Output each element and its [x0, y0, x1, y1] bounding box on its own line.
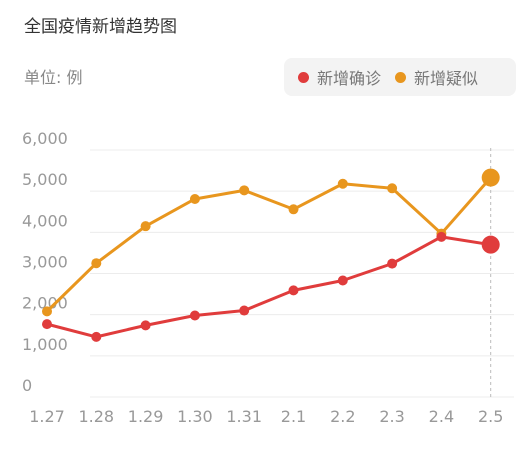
- data-point-confirmed: [239, 305, 250, 316]
- data-point-confirmed: [481, 235, 500, 254]
- data-point-confirmed: [42, 319, 52, 330]
- data-point-suspected: [337, 178, 348, 189]
- legend: 新增确诊 新增疑似: [284, 58, 516, 96]
- unit-label: 单位: 例: [24, 68, 83, 87]
- data-point-confirmed: [140, 320, 151, 331]
- data-point-confirmed: [436, 231, 447, 242]
- x-tick-label: 2.5: [478, 407, 503, 426]
- data-point-confirmed: [91, 331, 102, 342]
- data-point-suspected: [239, 185, 250, 196]
- y-tick-label: 1,000: [22, 335, 68, 354]
- x-tick-label: 2.2: [330, 407, 355, 426]
- y-tick-label: 0: [22, 376, 32, 395]
- x-tick-label: 1.30: [177, 407, 213, 426]
- x-tick-label: 2.3: [379, 407, 404, 426]
- y-tick-label: 2,000: [22, 294, 68, 313]
- y-tick-label: 3,000: [22, 253, 68, 272]
- x-tick-label: 1.31: [226, 407, 262, 426]
- data-point-suspected: [387, 183, 398, 194]
- y-tick-label: 4,000: [22, 211, 68, 230]
- x-tick-label: 1.29: [128, 407, 164, 426]
- x-tick-label: 2.4: [429, 407, 454, 426]
- data-point-suspected: [189, 193, 200, 204]
- x-tick-label: 1.27: [29, 407, 65, 426]
- data-point-suspected: [42, 306, 52, 317]
- data-point-confirmed: [189, 310, 200, 321]
- legend-item-suspected[interactable]: 新增疑似: [395, 65, 478, 89]
- legend-marker-suspected: [395, 71, 407, 83]
- data-point-confirmed: [288, 285, 299, 296]
- data-point-suspected: [288, 204, 299, 215]
- data-point-suspected: [481, 168, 500, 187]
- x-tick-label: 1.28: [78, 407, 114, 426]
- data-point-confirmed: [387, 258, 398, 269]
- x-tick-label: 2.1: [281, 407, 306, 426]
- y-tick-label: 6,000: [22, 129, 68, 148]
- data-point-suspected: [91, 258, 102, 269]
- legend-label-suspected: 新增疑似: [414, 69, 479, 88]
- legend-marker-confirmed: [298, 71, 309, 83]
- data-point-suspected: [140, 221, 151, 232]
- y-tick-label: 5,000: [22, 170, 68, 189]
- data-point-confirmed: [337, 275, 348, 286]
- legend-label-confirmed: 新增确诊: [317, 69, 382, 88]
- legend-item-confirmed[interactable]: 新增确诊: [298, 65, 381, 89]
- chart-title: 全国疫情新增趋势图: [24, 17, 177, 37]
- series-line-confirmed: [46, 235, 491, 339]
- series-line-suspected: [45, 176, 492, 313]
